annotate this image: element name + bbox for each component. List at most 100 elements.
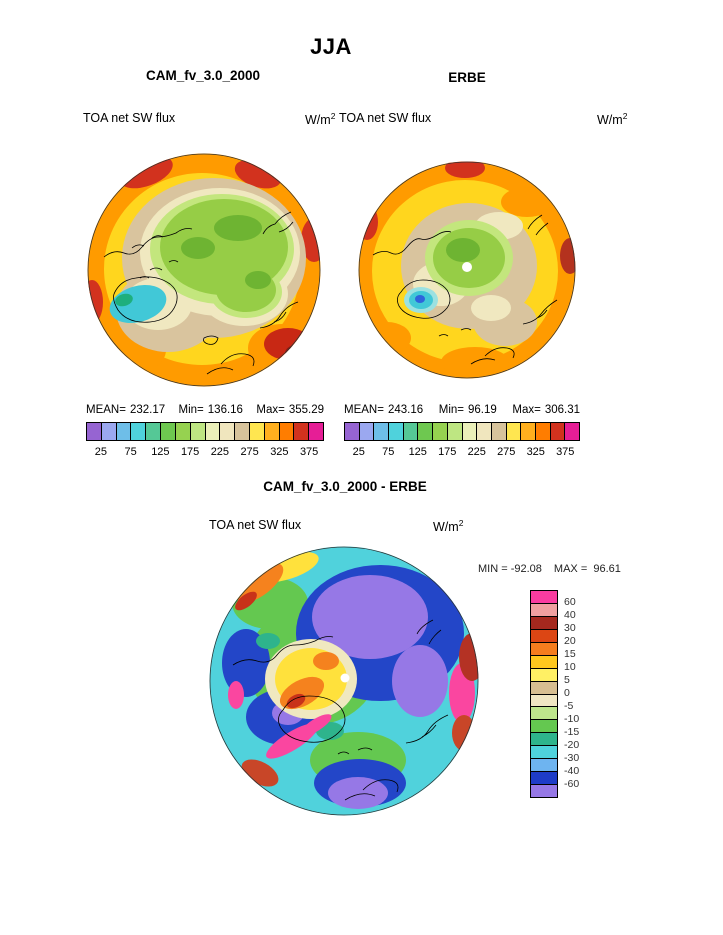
units-exponent: 2	[458, 518, 464, 528]
stats-cam: MEAN= 232.17 Min= 136.16 Max= 355.29	[86, 404, 324, 416]
colorbar-erbe	[344, 422, 580, 441]
stat-max: Max= 355.29	[256, 404, 324, 416]
colorbar-segment	[505, 423, 521, 440]
max-value: 96.61	[593, 563, 621, 575]
panel-title-diff: CAM_fv_3.0_2000 - ERBE	[263, 479, 427, 494]
tick-label: 225	[210, 446, 230, 458]
colorbar-segment	[87, 423, 101, 440]
tick-label: 25	[352, 446, 365, 458]
stat-mean: MEAN= 232.17	[86, 404, 166, 416]
colorbar-segment	[417, 423, 433, 440]
colorbar-segment	[531, 680, 557, 694]
colorbar-segment	[531, 628, 557, 642]
colorbar-segment	[531, 732, 557, 746]
colorbar-segment	[531, 615, 557, 629]
tick-label: -15	[564, 726, 580, 738]
stat-min: Min= 136.16	[178, 404, 243, 416]
colorbar-segment	[446, 423, 462, 440]
field-label-erbe: TOA net SW flux	[339, 111, 432, 125]
stats-erbe: MEAN= 243.16 Min= 96.19 Max= 306.31	[344, 404, 580, 416]
tick-label: 75	[382, 446, 395, 458]
colorbar-segment	[388, 423, 403, 440]
erbe-map	[357, 160, 577, 380]
colorbar-segment	[531, 654, 557, 668]
tick-label: 225	[467, 446, 486, 458]
units-exponent: 2	[330, 111, 336, 121]
cam-map-svg	[87, 153, 321, 387]
colorbar-segment	[130, 423, 146, 440]
tick-label: 275	[240, 446, 259, 458]
units-base: W/m	[597, 113, 623, 128]
colorbar-segment	[531, 641, 557, 655]
colorbar-segment	[145, 423, 161, 440]
colorbar-segment	[278, 423, 294, 440]
tick-label: 0	[564, 687, 570, 699]
units-label-cam: W/m2	[305, 111, 335, 127]
field-label-diff: TOA net SW flux	[209, 518, 302, 532]
colorbar-segment	[531, 745, 557, 759]
units-label-diff: W/m2	[433, 518, 463, 534]
panel-title-erbe: ERBE	[448, 70, 486, 85]
tick-label: 25	[94, 446, 107, 458]
colorbar-segment	[234, 423, 249, 440]
colorbar-segment	[520, 423, 535, 440]
units-base: W/m	[433, 520, 459, 535]
tick-label: 375	[299, 446, 319, 458]
colorbar-segment	[100, 423, 116, 440]
tick-label: 20	[564, 635, 576, 647]
colorbar-segment	[115, 423, 131, 440]
erbe-map-svg	[358, 161, 576, 379]
colorbar-segment	[549, 423, 565, 440]
colorbar-segment	[204, 423, 220, 440]
colorbar-segment	[476, 423, 491, 440]
tick-label: 325	[526, 446, 545, 458]
diff-map-svg	[209, 546, 479, 816]
tick-label: 40	[564, 609, 576, 621]
colorbar-segment	[531, 719, 557, 733]
tick-label: 325	[270, 446, 289, 458]
colorbar-segment	[160, 423, 175, 440]
units-exponent: 2	[622, 111, 628, 121]
colorbar-segment	[263, 423, 279, 440]
colorbar-labels-diff: 60 40 30 20 15 10 5 0 -5 -10 -15 -20 -30 -40 -60	[564, 596, 579, 791]
tick-label: 275	[497, 446, 516, 458]
colorbar-segment	[564, 423, 579, 440]
figure-title: JJA	[310, 34, 352, 59]
colorbar-segment	[531, 706, 557, 720]
tick-label: -40	[564, 765, 580, 777]
colorbar-segment	[358, 423, 374, 440]
panel-title-cam: CAM_fv_3.0_2000	[145, 68, 261, 83]
colorbar-diff	[530, 590, 558, 798]
colorbar-segment	[189, 423, 205, 440]
colorbar-segment	[373, 423, 389, 440]
tick-label: 175	[438, 446, 457, 458]
tick-label: 15	[564, 648, 576, 660]
colorbar-segment	[490, 423, 506, 440]
tick-label: 60	[564, 596, 576, 608]
cam-map	[86, 152, 322, 388]
colorbar-segment	[308, 423, 323, 440]
diff-minmax: MIN = -92.08 MAX = 96.61	[478, 563, 621, 575]
colorbar-segment	[531, 602, 557, 616]
colorbar-segment	[531, 771, 557, 785]
tick-label: -10	[564, 713, 580, 725]
colorbar-cam	[86, 422, 324, 441]
field-label-cam: TOA net SW flux	[83, 111, 176, 125]
min-label: MIN =	[478, 563, 508, 575]
colorbar-ticks-cam: 25 75 125 175 225 275 325 375	[86, 446, 324, 458]
units-base: W/m	[305, 113, 331, 128]
tick-label: 10	[564, 661, 576, 673]
colorbar-segment	[461, 423, 477, 440]
colorbar-ticks-erbe: 25 75 125 175 225 275 325 375	[344, 446, 580, 458]
colorbar-segment	[531, 784, 557, 797]
colorbar-segment	[531, 591, 557, 603]
colorbar-segment	[534, 423, 550, 440]
stat-max: Max= 306.31	[512, 404, 580, 416]
colorbar-segment	[531, 758, 557, 772]
tick-label: 375	[556, 446, 575, 458]
tick-label: -30	[564, 752, 580, 764]
colorbar-segment	[432, 423, 447, 440]
units-label-erbe: W/m2	[597, 111, 627, 127]
colorbar-segment	[219, 423, 235, 440]
